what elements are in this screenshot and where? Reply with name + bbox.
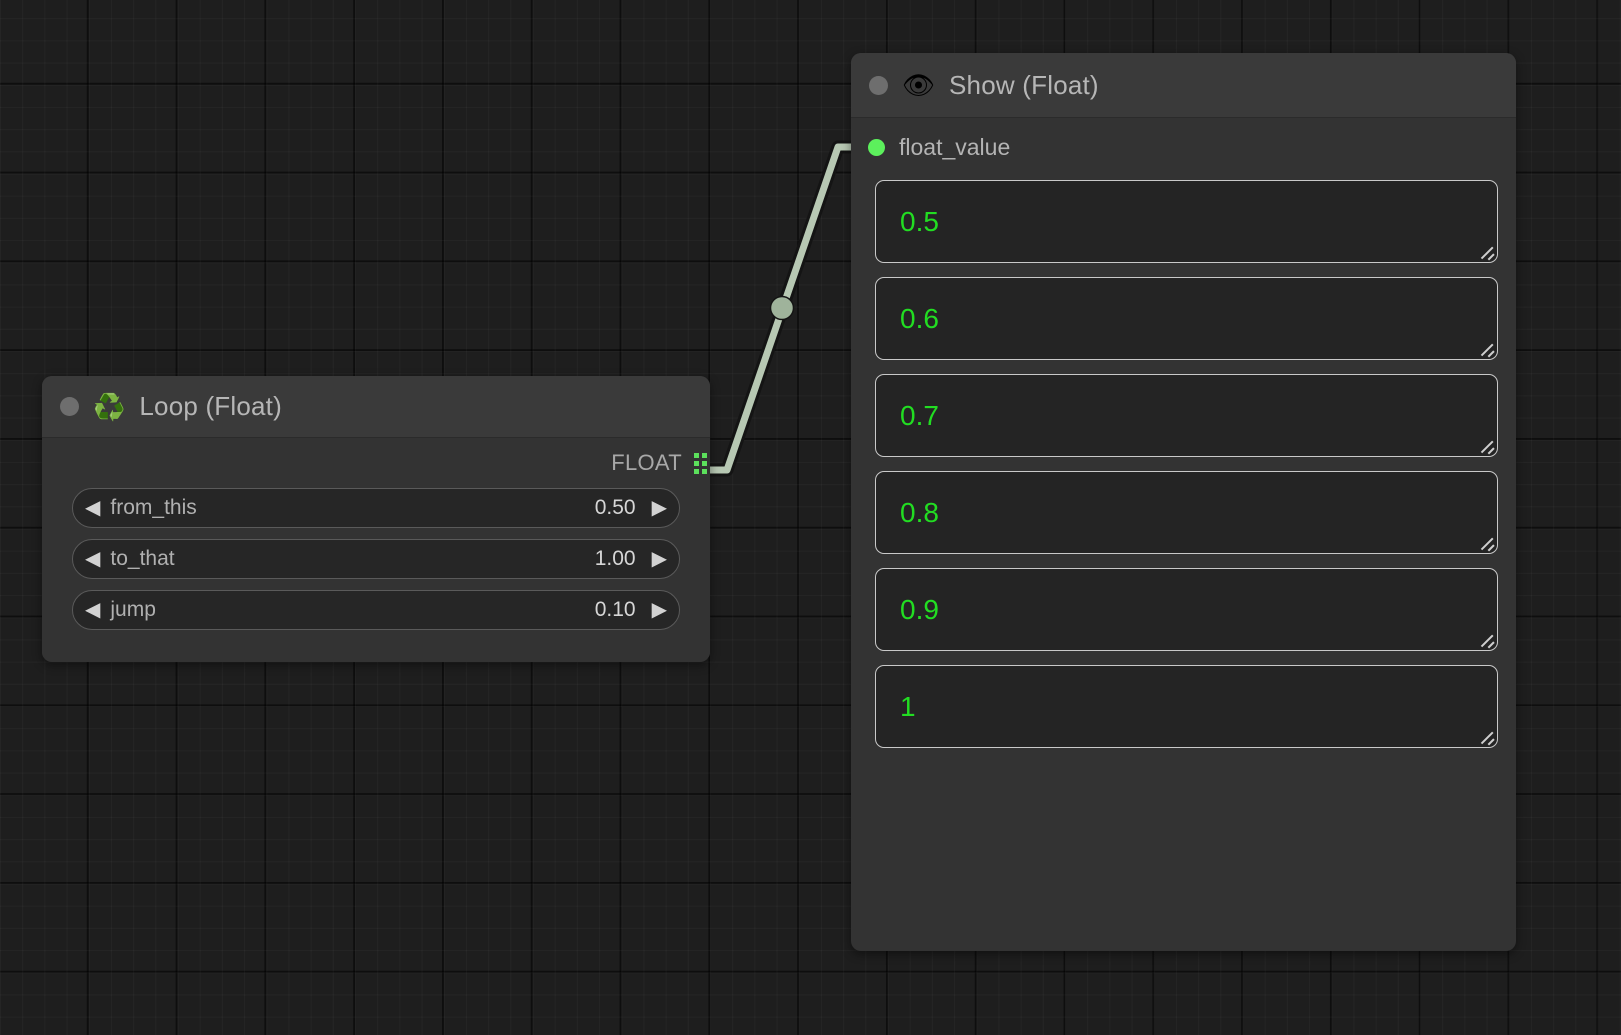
input-row-float-value[interactable]: float_value [851, 118, 1516, 176]
value-box-list: 0.5 0.6 0.7 0.8 0.9 1 [851, 176, 1516, 748]
resize-grip-icon[interactable] [1480, 245, 1494, 259]
param-label: from_this [110, 496, 197, 519]
value-box[interactable]: 1 [875, 665, 1498, 748]
collapse-toggle-icon[interactable] [869, 75, 888, 95]
collapse-toggle-icon[interactable] [60, 397, 79, 416]
input-label-float-value: float_value [899, 133, 1011, 160]
decrement-arrow-icon[interactable]: ◀ [85, 497, 101, 519]
value-box[interactable]: 0.5 [875, 180, 1498, 263]
float-array-port-icon[interactable] [694, 452, 710, 474]
node-show-header[interactable]: 👁 Show (Float) [851, 53, 1516, 118]
value-box[interactable]: 0.9 [875, 568, 1498, 651]
value-text: 0.6 [900, 302, 939, 334]
value-text: 0.7 [900, 399, 939, 431]
output-label-float: FLOAT [611, 450, 682, 475]
resize-grip-icon[interactable] [1480, 536, 1494, 550]
param-value[interactable]: 0.10 [594, 598, 636, 621]
node-show-float[interactable]: 👁 Show (Float) float_value 0.5 0.6 0.7 0… [851, 53, 1516, 951]
param-label: jump [110, 598, 156, 621]
value-text: 1 [900, 690, 916, 722]
output-row-float[interactable]: FLOAT [42, 438, 710, 488]
increment-arrow-icon[interactable]: ▶ [651, 548, 667, 570]
value-box[interactable]: 0.7 [875, 374, 1498, 457]
value-text: 0.5 [900, 205, 939, 237]
node-loop-title: Loop (Float) [139, 391, 282, 421]
node-loop-header[interactable]: ♻️ Loop (Float) [42, 376, 710, 438]
node-show-title: Show (Float) [949, 69, 1099, 100]
param-label: to_that [110, 547, 175, 570]
eye-icon: 👁 [902, 70, 936, 100]
param-to-that[interactable]: ◀ to_that 1.00 ▶ [72, 539, 680, 579]
resize-grip-icon[interactable] [1480, 633, 1494, 647]
param-value[interactable]: 1.00 [594, 547, 636, 570]
resize-grip-icon[interactable] [1480, 730, 1494, 744]
param-jump[interactable]: ◀ jump 0.10 ▶ [72, 590, 680, 630]
value-text: 0.8 [900, 496, 939, 528]
decrement-arrow-icon[interactable]: ◀ [85, 548, 101, 570]
node-loop-float[interactable]: ♻️ Loop (Float) FLOAT ◀ from_this 0.50 ▶… [42, 376, 710, 662]
increment-arrow-icon[interactable]: ▶ [651, 599, 667, 621]
recycle-icon: ♻️ [93, 391, 126, 422]
value-box[interactable]: 0.8 [875, 471, 1498, 554]
value-box[interactable]: 0.6 [875, 277, 1498, 360]
param-value[interactable]: 0.50 [594, 496, 636, 519]
increment-arrow-icon[interactable]: ▶ [651, 497, 667, 519]
value-text: 0.9 [900, 593, 939, 625]
float-input-port-icon[interactable] [868, 138, 885, 156]
resize-grip-icon[interactable] [1480, 342, 1494, 356]
decrement-arrow-icon[interactable]: ◀ [85, 599, 101, 621]
node-loop-body: FLOAT ◀ from_this 0.50 ▶ ◀ to_that 1.00 … [42, 438, 710, 657]
node-show-body: float_value 0.5 0.6 0.7 0.8 0.9 [851, 118, 1516, 748]
param-from-this[interactable]: ◀ from_this 0.50 ▶ [72, 488, 680, 528]
resize-grip-icon[interactable] [1480, 439, 1494, 453]
